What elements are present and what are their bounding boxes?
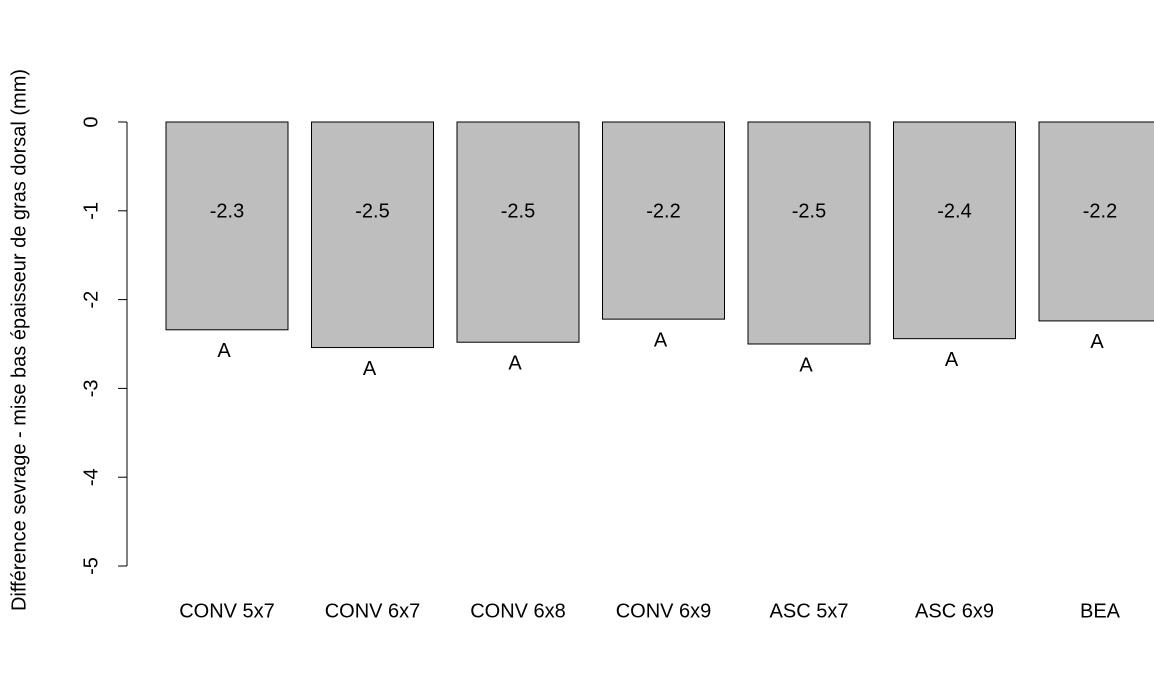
group-label: A: [1090, 331, 1104, 353]
y-tick-label: -4: [80, 468, 102, 486]
group-label: A: [654, 329, 668, 351]
group-label: A: [945, 349, 959, 371]
x-tick-label: ASC 5x7: [770, 600, 849, 622]
bar: [893, 121, 1016, 340]
group-label: A: [217, 340, 231, 362]
y-tick-label: -3: [80, 380, 102, 398]
x-tick-label: ASC 6x9: [915, 600, 994, 622]
x-tick-label: CONV 6x8: [470, 600, 566, 622]
x-tick-label: CONV 6x7: [325, 600, 421, 622]
bar: [311, 121, 434, 349]
x-tick-label: CONV 5x7: [179, 600, 275, 622]
bar: [602, 121, 725, 320]
value-label: -2.2: [1083, 200, 1117, 222]
bar: [456, 121, 580, 343]
group-label: A: [799, 354, 813, 376]
bar: [747, 121, 871, 345]
bar: [1038, 121, 1154, 322]
y-tick-label: -5: [80, 557, 102, 575]
x-tick-label: BEA: [1080, 600, 1121, 622]
value-label: -2.4: [937, 200, 971, 222]
y-tick-label: -2: [80, 291, 102, 309]
group-label: A: [508, 353, 522, 375]
value-label: -2.5: [501, 200, 535, 222]
value-label: -2.5: [792, 200, 826, 222]
value-label: -2.2: [646, 200, 680, 222]
group-label: A: [363, 358, 377, 380]
y-axis-label: Différence sevrage - mise bas épaisseur …: [8, 69, 30, 611]
y-tick-label: 0: [80, 116, 102, 127]
x-tick-label: CONV 6x9: [616, 600, 712, 622]
y-tick-label: -1: [80, 202, 102, 220]
value-label: -2.5: [355, 200, 389, 222]
bar: [165, 121, 289, 331]
value-label: -2.3: [210, 200, 244, 222]
